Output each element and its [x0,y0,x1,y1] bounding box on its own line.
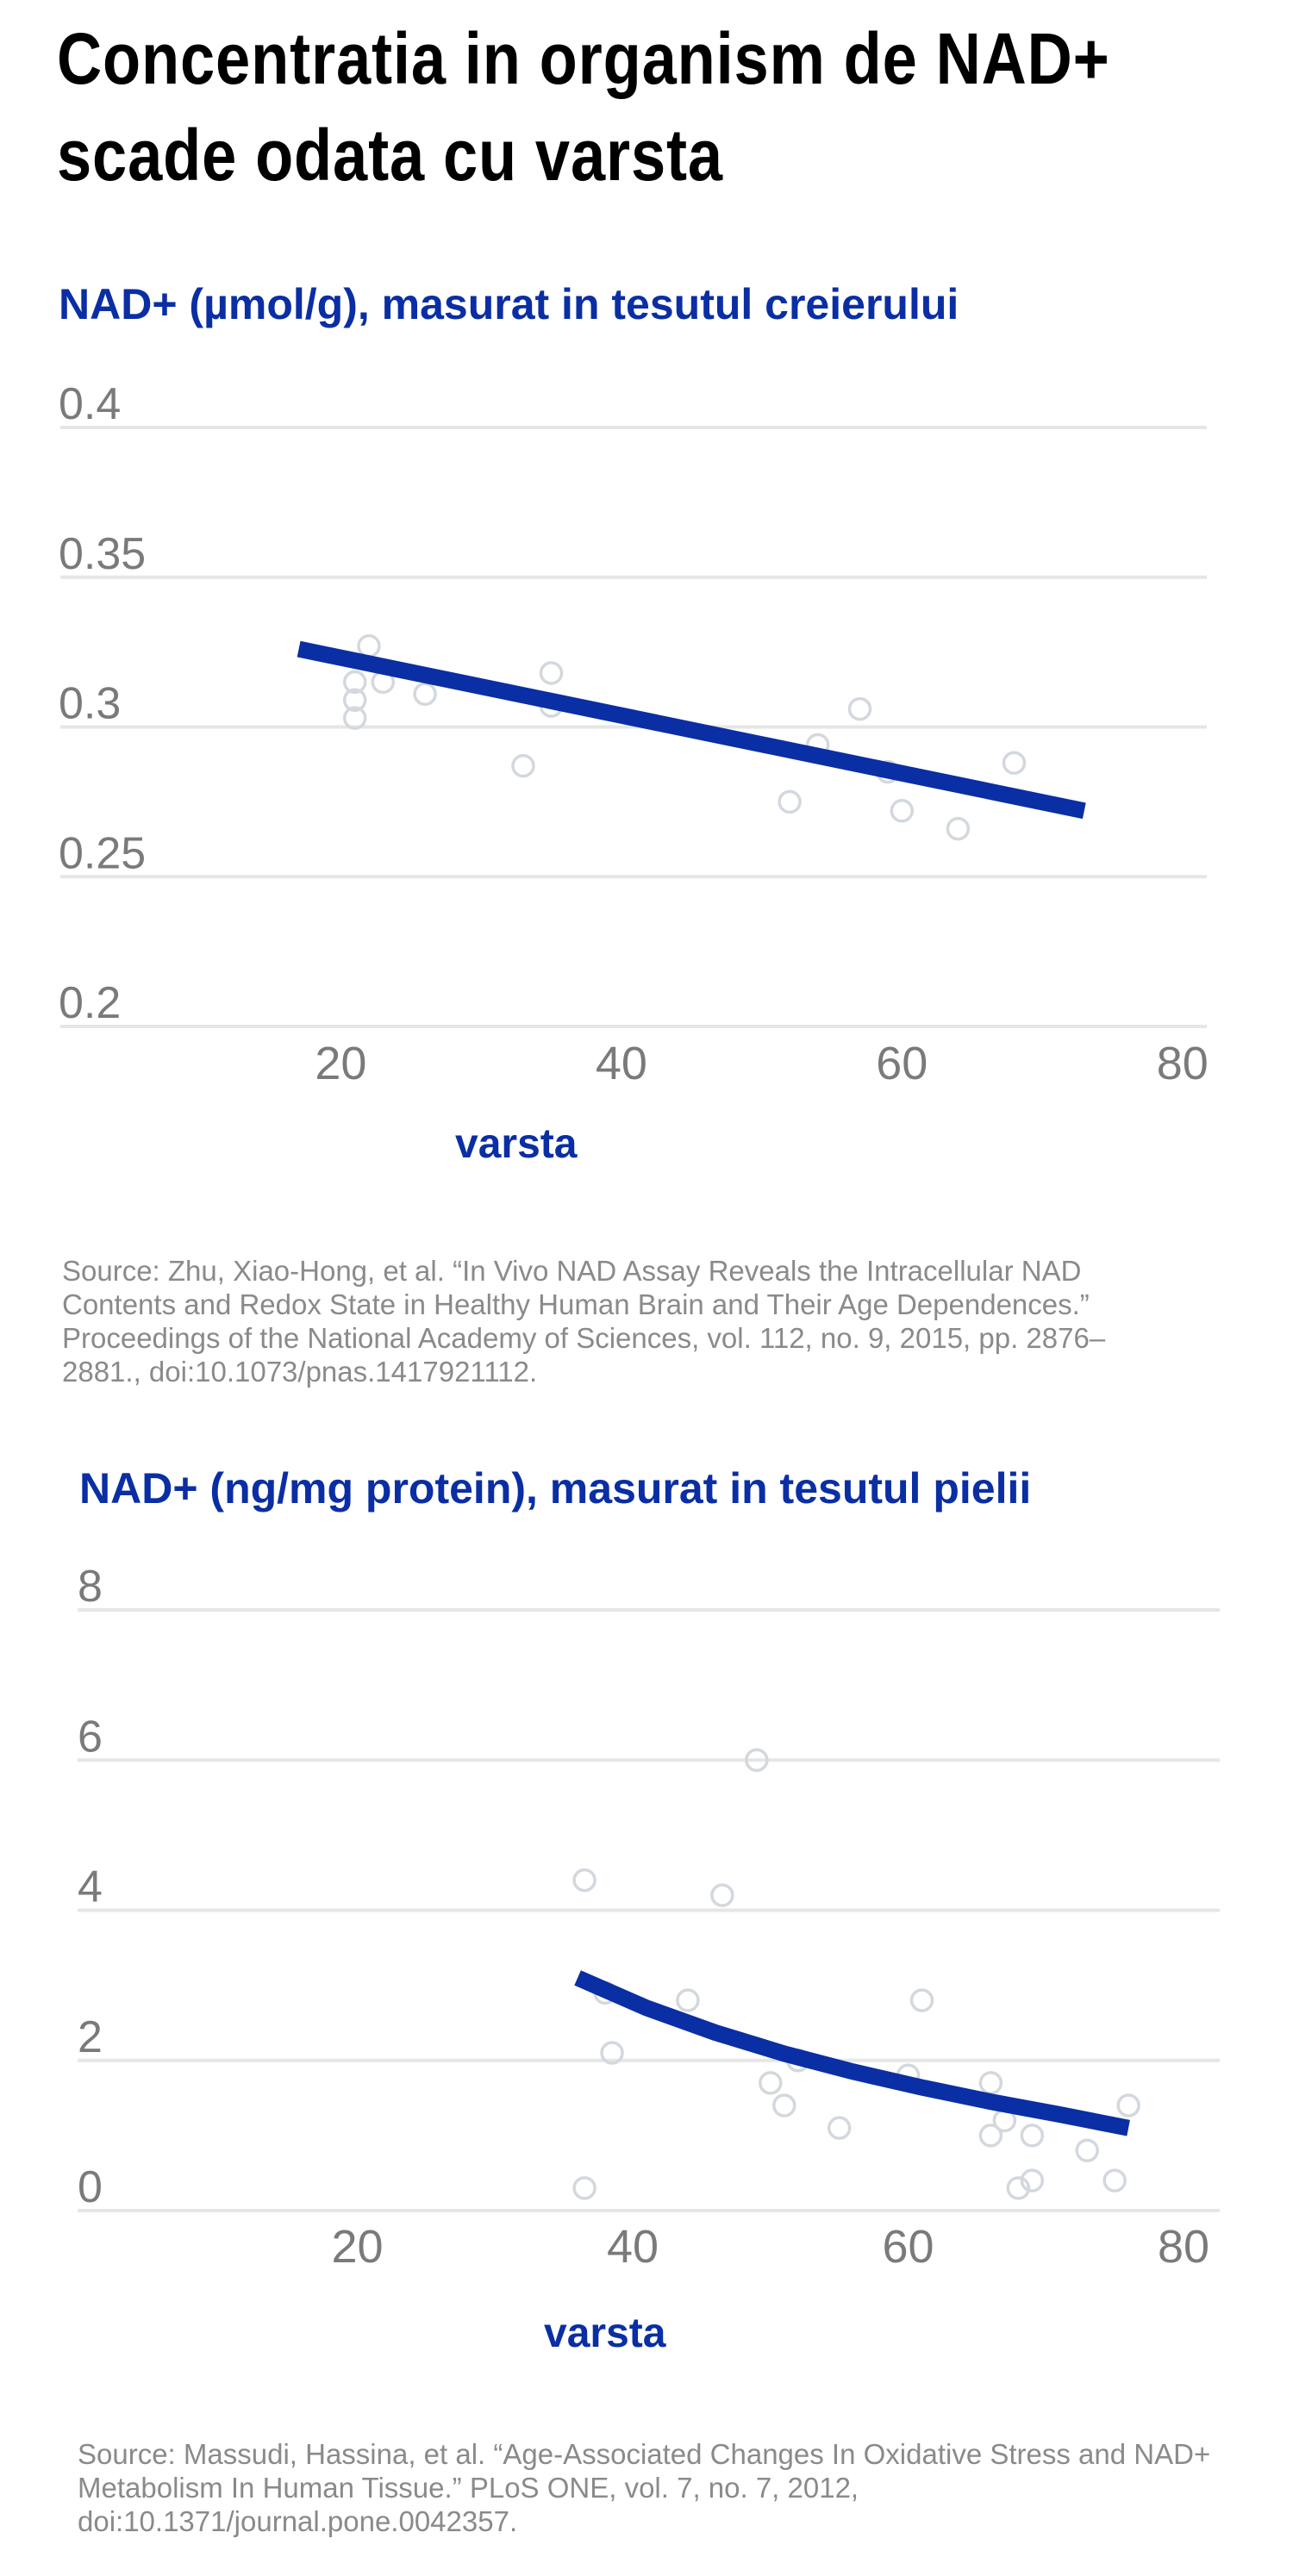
skin-data-point [759,2071,783,2095]
brain-x-tick-label: 60 [876,1038,928,1089]
page-title: Concentratia in organism de NAD+ scade o… [57,10,1109,203]
skin-data-point [572,1868,597,1893]
brain-data-point [778,789,802,814]
brain-x-tick-label: 80 [1157,1038,1209,1089]
brain-y-tick-label: 0.3 [59,679,121,729]
brain-data-point [890,799,915,823]
skin-data-point [978,2124,1003,2148]
skin-x-tick-label: 80 [1158,2221,1209,2273]
brain-chart-title: NAD+ (µmol/g), masurat in tesutul creier… [59,280,959,328]
skin-y-tick-label: 2 [78,2012,103,2062]
skin-y-tick-label: 8 [78,1562,103,1612]
skin-data-point [772,2093,796,2118]
brain-data-point [539,661,564,685]
skin-data-point [676,1988,700,2012]
page-title-line-2: scade odata cu varsta [57,115,723,196]
brain-y-tick-label: 0.35 [59,529,146,579]
brain-data-point [413,682,437,707]
brain-data-point [847,696,872,721]
skin-y-tick-label: 0 [78,2162,103,2212]
skin-x-tick-label: 20 [331,2221,383,2273]
skin-data-point [978,2071,1003,2095]
brain-x-tick-label: 20 [315,1038,366,1089]
brain-y-tick-label: 0.25 [59,828,146,878]
brain-chart-source: Source: Zhu, Xiao-Hong, et al. “In Vivo … [62,1255,1106,1388]
skin-data-point [1075,2138,1099,2163]
skin-trend-line [574,1970,1130,2136]
skin-y-tick-label: 4 [78,1862,103,1912]
page-title-line-1: Concentratia in organism de NAD+ [57,18,1110,99]
brain-data-point [511,753,535,778]
skin-chart-x-axis-title: varsta [544,2311,666,2356]
brain-trend-line [297,640,1086,820]
skin-data-point [827,2116,852,2140]
brain-data-point [357,633,381,658]
skin-chart-title: NAD+ (ng/mg protein), masurat in tesutul… [79,1464,1032,1513]
brain-data-point [342,706,367,730]
brain-x-tick-label: 40 [596,1038,647,1089]
skin-data-point [572,2176,597,2200]
skin-data-point [1020,2124,1045,2148]
skin-data-point [710,1883,734,1907]
skin-data-point [1116,2093,1140,2118]
skin-data-point [1006,2176,1031,2200]
brain-data-point [342,688,367,712]
skin-x-tick-label: 60 [882,2221,934,2273]
skin-chart-source: Source: Massudi, Hassina, et al. “Age-As… [78,2438,1211,2537]
skin-data-point [745,1748,769,1772]
brain-nad-scatter-chart: 0.4 0.35 0.3 0.25 0.2 20 40 60 80 [59,379,1209,1089]
skin-data-point [1102,2168,1127,2192]
brain-data-point [946,816,971,841]
skin-data-point [600,2041,624,2065]
brain-chart-x-axis-title: varsta [455,1121,578,1167]
brain-y-tick-label: 0.2 [59,978,121,1028]
skin-x-tick-label: 40 [607,2221,659,2273]
skin-data-point [1020,2168,1045,2192]
skin-y-tick-label: 6 [78,1712,103,1762]
brain-data-point [342,670,367,695]
brain-y-tick-label: 0.4 [59,379,121,429]
skin-data-point [909,1988,934,2012]
brain-data-point [1002,751,1027,775]
